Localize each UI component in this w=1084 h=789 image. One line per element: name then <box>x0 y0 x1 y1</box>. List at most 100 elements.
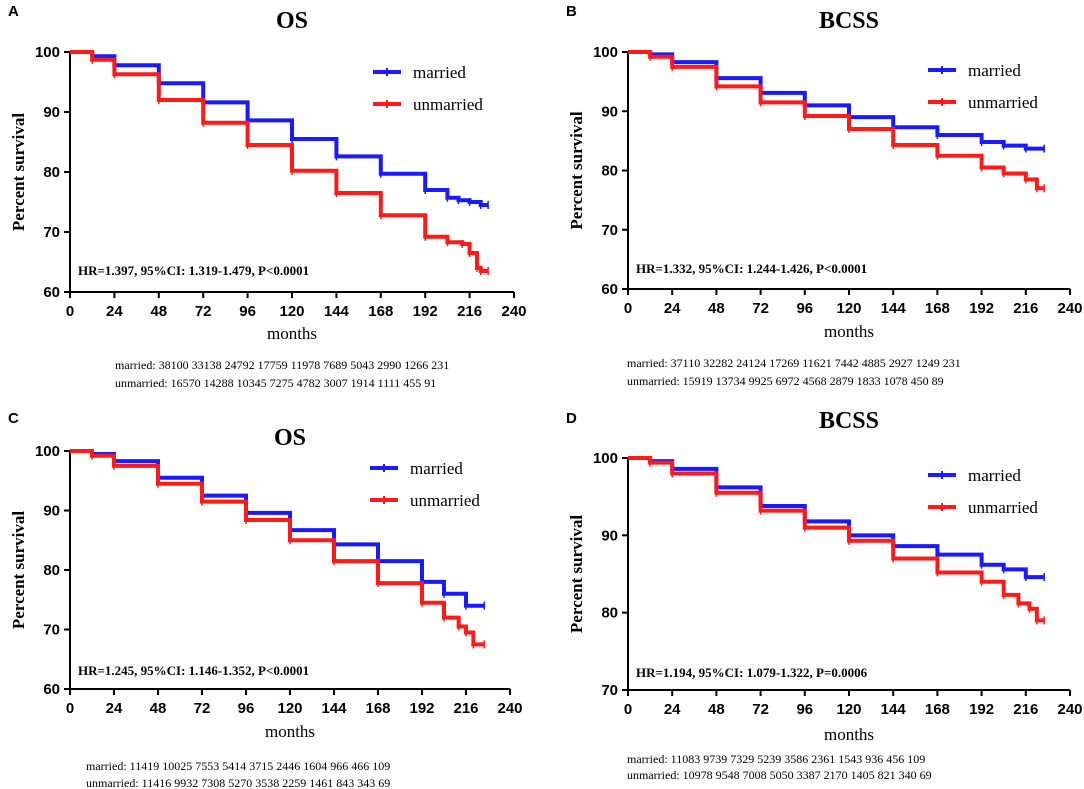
risk-table-row: married: 11419 10025 7553 5414 3715 2446… <box>86 759 390 773</box>
legend-label-married: married <box>413 63 466 82</box>
y-tick-label: 60 <box>43 681 60 698</box>
y-axis-label: Percent survival <box>9 511 28 629</box>
y-axis-label: Percent survival <box>567 111 586 229</box>
series-line-married <box>70 50 489 207</box>
chart-title: OS <box>276 8 308 34</box>
panel-letter: D <box>566 410 577 427</box>
x-tick-label: 168 <box>925 701 950 718</box>
x-tick-label: 0 <box>624 300 632 317</box>
x-tick-label: 240 <box>1057 300 1082 317</box>
x-tick-label: 72 <box>194 700 211 717</box>
x-tick-label: 144 <box>321 700 347 717</box>
x-tick-label: 240 <box>497 700 522 717</box>
x-tick-label: 96 <box>238 700 255 717</box>
legend-label-unmarried: unmarried <box>968 93 1038 112</box>
legend-label-married: married <box>968 61 1021 80</box>
x-tick-label: 216 <box>1013 300 1038 317</box>
y-tick-label: 100 <box>593 450 618 467</box>
y-tick-label: 80 <box>601 163 618 180</box>
x-tick-label: 120 <box>279 303 304 320</box>
y-tick-label: 60 <box>43 284 60 301</box>
x-tick-label: 0 <box>66 700 74 717</box>
x-tick-label: 240 <box>1057 701 1082 718</box>
y-tick-label: 100 <box>593 44 618 61</box>
x-tick-label: 0 <box>66 303 74 320</box>
x-tick-label: 192 <box>413 303 438 320</box>
y-tick-label: 70 <box>601 682 618 699</box>
x-tick-label: 96 <box>239 303 256 320</box>
panel-letter: C <box>8 410 19 427</box>
x-tick-label: 72 <box>752 701 769 718</box>
series-line-unmarried <box>70 449 485 647</box>
y-tick-label: 80 <box>601 605 618 622</box>
y-tick-label: 100 <box>35 44 60 61</box>
chart-title: BCSS <box>819 408 879 434</box>
x-tick-label: 120 <box>277 700 302 717</box>
x-tick-label: 120 <box>836 300 861 317</box>
x-tick-label: 168 <box>925 300 950 317</box>
y-tick-label: 80 <box>43 562 60 579</box>
x-tick-label: 72 <box>752 300 769 317</box>
x-tick-label: 144 <box>881 300 907 317</box>
y-tick-label: 80 <box>43 164 60 181</box>
chart-title: OS <box>274 425 306 451</box>
x-tick-label: 72 <box>195 303 212 320</box>
chart-panel-c: C OS 60 70 80 90 100 0 24 48 72 96 120 144 168 192 216 24… <box>8 410 523 789</box>
y-tick-label: 100 <box>35 443 60 460</box>
y-tick-label: 90 <box>601 103 618 120</box>
y-tick-label: 60 <box>601 281 618 298</box>
x-tick-label: 48 <box>708 701 725 718</box>
x-axis-label: months <box>824 322 874 341</box>
x-tick-label: 192 <box>969 701 994 718</box>
x-tick-label: 168 <box>365 700 390 717</box>
y-tick-label: 90 <box>43 104 60 121</box>
y-tick-label: 70 <box>43 224 60 241</box>
x-tick-label: 192 <box>969 300 994 317</box>
panel-letter: A <box>8 3 19 20</box>
chart-panel-b: B BCSS 60 70 80 90 100 0 24 48 72 96 120 144 168 192 216… <box>566 3 1083 388</box>
y-axis-label: Percent survival <box>567 515 586 633</box>
series-line-unmarried <box>70 50 489 273</box>
y-tick-label: 90 <box>43 503 60 520</box>
legend-label-married: married <box>968 466 1021 485</box>
risk-table-row: married: 11083 9739 7329 5239 3586 2361 … <box>627 752 925 766</box>
x-tick-label: 96 <box>796 300 813 317</box>
chart-panel-a: A OS 60 70 80 90 100 0 24 48 72 96 120 144 168 192 216 24… <box>8 3 527 390</box>
x-tick-label: 24 <box>106 303 123 320</box>
hr-annotation: HR=1.332, 95%CI: 1.244-1.426, P<0.0001 <box>636 261 867 276</box>
hr-annotation: HR=1.397, 95%CI: 1.319-1.479, P<0.0001 <box>78 263 309 278</box>
x-tick-label: 48 <box>150 303 167 320</box>
risk-table-row: unmarried: 15919 13734 9925 6972 4568 28… <box>627 374 944 388</box>
hr-annotation: HR=1.194, 95%CI: 1.079-1.322, P=0.0006 <box>636 665 868 680</box>
chart-panel-d: D BCSS 70 80 90 100 0 24 48 72 96 120 144 168 192 216 24… <box>566 408 1083 782</box>
x-tick-label: 216 <box>457 303 482 320</box>
x-tick-label: 24 <box>106 700 123 717</box>
x-tick-label: 216 <box>453 700 478 717</box>
y-tick-label: 70 <box>601 222 618 239</box>
risk-table-row: unmarried: 10978 9548 7008 5050 3387 217… <box>627 768 932 782</box>
legend-label-married: married <box>410 459 463 478</box>
panel-letter: B <box>566 3 577 20</box>
hr-annotation: HR=1.245, 95%CI: 1.146-1.352, P<0.0001 <box>78 663 309 678</box>
y-tick-label: 70 <box>43 622 60 639</box>
series-line-unmarried <box>628 50 1045 191</box>
legend-label-unmarried: unmarried <box>968 498 1038 517</box>
y-axis-label: Percent survival <box>9 113 28 231</box>
x-tick-label: 120 <box>836 701 861 718</box>
x-tick-label: 24 <box>664 701 681 718</box>
x-tick-label: 24 <box>664 300 681 317</box>
x-tick-label: 192 <box>409 700 434 717</box>
risk-table-row: unmarried: 11416 9932 7308 5270 3538 225… <box>86 776 390 789</box>
x-tick-label: 48 <box>150 700 167 717</box>
risk-table-row: married: 37110 32282 24124 17269 11621 7… <box>627 356 961 370</box>
x-tick-label: 48 <box>708 300 725 317</box>
risk-table-row: unmarried: 16570 14288 10345 7275 4782 3… <box>115 376 436 390</box>
x-axis-label: months <box>267 324 317 343</box>
x-tick-label: 0 <box>624 701 632 718</box>
x-tick-label: 96 <box>796 701 813 718</box>
chart-title: BCSS <box>819 8 879 34</box>
x-tick-label: 216 <box>1013 701 1038 718</box>
x-axis-label: months <box>824 725 874 744</box>
legend-label-unmarried: unmarried <box>410 491 480 510</box>
